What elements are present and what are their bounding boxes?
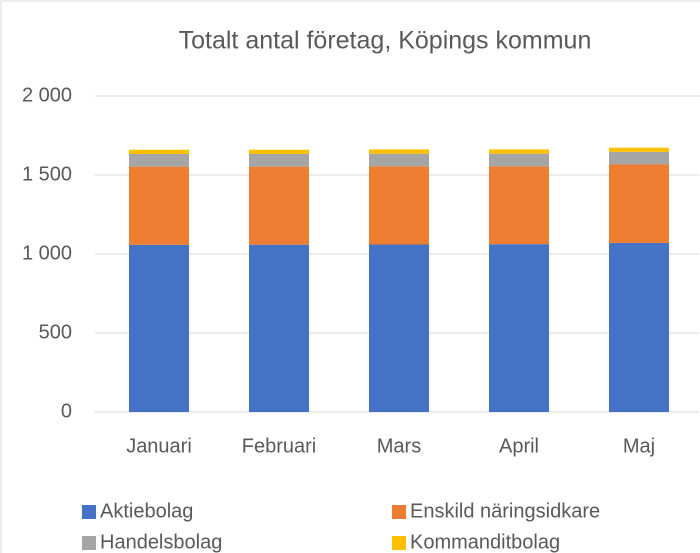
legend-swatch xyxy=(392,505,406,519)
bar-segment xyxy=(369,166,429,245)
bar-segment xyxy=(249,153,309,167)
legend-label: Handelsbolag xyxy=(100,531,222,553)
bar-segment xyxy=(489,244,549,412)
chart-title: Totalt antal företag, Köpings kommun xyxy=(179,27,592,55)
x-tick-label: Mars xyxy=(377,435,421,457)
bar-segment xyxy=(369,149,429,154)
y-tick-label: 1 500 xyxy=(22,163,72,185)
y-tick-label: 0 xyxy=(61,400,72,422)
x-tick-label: Februari xyxy=(242,435,316,457)
bar-segment xyxy=(609,151,669,165)
y-tick-label: 1 000 xyxy=(22,242,72,264)
bar-segment xyxy=(489,149,549,154)
bar-segment xyxy=(129,153,189,167)
bar-segment xyxy=(609,242,669,412)
bar-segment xyxy=(489,153,549,167)
bar-segment xyxy=(609,147,669,152)
legend-swatch xyxy=(392,536,406,550)
x-tick-label: Maj xyxy=(623,435,655,457)
bar-segment xyxy=(129,149,189,154)
legend-label: Aktiebolag xyxy=(100,500,193,522)
bar-segment xyxy=(369,244,429,412)
bar-segment xyxy=(129,166,189,245)
legend-swatch xyxy=(82,505,96,519)
y-tick-label: 2 000 xyxy=(22,84,72,106)
bar-segment xyxy=(609,164,669,243)
y-tick-label: 500 xyxy=(39,321,72,343)
bar-segment xyxy=(369,153,429,167)
bar-segment xyxy=(129,244,189,412)
x-tick-label: Januari xyxy=(126,435,192,457)
bar-segment xyxy=(249,244,309,412)
legend-swatch xyxy=(82,536,96,550)
x-tick-label: April xyxy=(499,435,539,457)
legend-label: Kommanditbolag xyxy=(410,531,560,553)
bar-segment xyxy=(249,166,309,245)
bar-segment xyxy=(249,149,309,154)
legend-label: Enskild näringsidkare xyxy=(410,500,600,522)
bar-segment xyxy=(489,166,549,245)
